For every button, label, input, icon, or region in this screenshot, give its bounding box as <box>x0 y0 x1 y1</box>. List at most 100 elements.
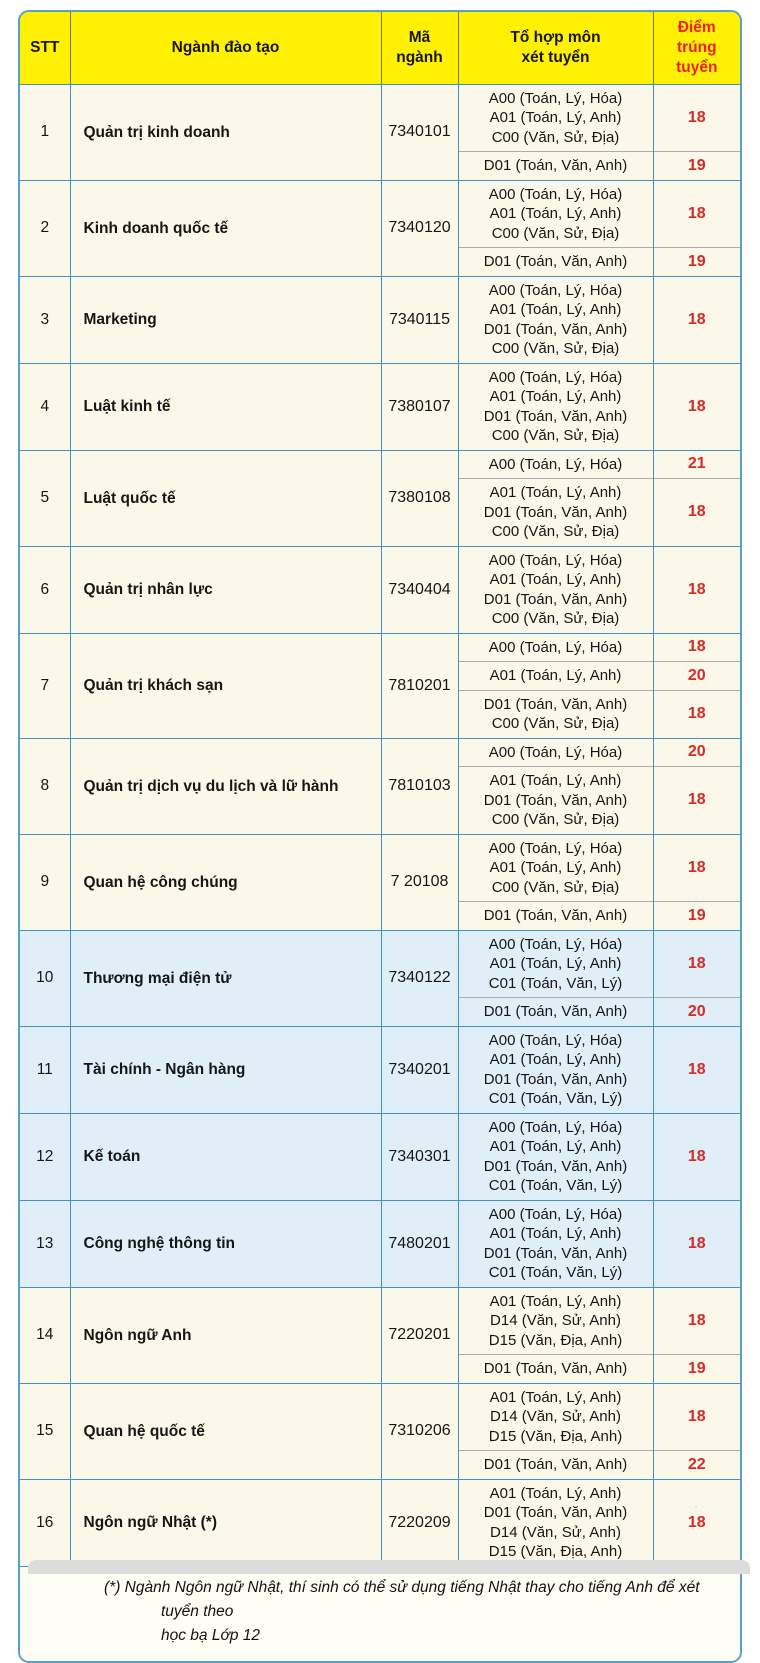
cell-major: Quan hệ quốc tế <box>69 1382 381 1479</box>
cell-major: Luật kinh tế <box>69 362 381 450</box>
combo-line: C01 (Toán, Văn, Lý) <box>488 1264 623 1281</box>
combo-line: A00 (Toán, Lý, Hóa) <box>488 1031 623 1049</box>
combo-line: D01 (Toán, Văn, Anh) <box>483 1157 628 1175</box>
admission-score-table: STT Ngành đào tạo Mã ngành Tổ hợp môn xé… <box>18 10 742 1663</box>
combo-line: C01 (Toán, Văn, Lý) <box>488 974 623 992</box>
combo-line: D01 (Toán, Văn, Anh) <box>483 1003 628 1020</box>
combo-line: D01 (Toán, Văn, Anh) <box>483 503 628 521</box>
combo-line: D01 (Toán, Văn, Anh) <box>483 791 628 809</box>
cell-combos: D01 (Toán, Văn, Anh) <box>457 1450 653 1479</box>
cell-stt: 2 <box>20 179 70 276</box>
table-body: 1 Quản trị kinh doanh 7340101 A00 (Toán, Lý… <box>20 83 740 1566</box>
cell-combos: A00 (Toán, Lý, Hóa) <box>457 632 653 662</box>
cell-combos: A00 (Toán, Lý, Hóa) <box>457 449 653 479</box>
combo-line: A00 (Toán, Lý, Hóa) <box>488 1118 623 1136</box>
combo-line: D14 (Văn, Sử, Anh) <box>490 1312 621 1329</box>
cell-stt: 8 <box>20 737 70 834</box>
combo-line: A01 (Toán, Lý, Anh) <box>489 1051 622 1068</box>
combo-line: D01 (Toán, Văn, Anh) <box>483 1504 628 1521</box>
table: STT Ngành đào tạo Mã ngành Tổ hợp môn xé… <box>20 12 740 1566</box>
table-row: D01 (Toán, Văn, Anh) 19 <box>20 247 740 276</box>
cell-combos: A00 (Toán, Lý, Hóa) A01 (Toán, Lý, Anh) D0… <box>457 1025 653 1113</box>
header-score: Điểm trúng tuyển <box>652 12 740 85</box>
combo-line: A01 (Toán, Lý, Anh) <box>489 955 622 972</box>
cell-combos: A01 (Toán, Lý, Anh) D01 (Toán, Văn, Anh) C… <box>457 478 653 546</box>
cell-combos: A00 (Toán, Lý, Hóa) A01 (Toán, Lý, Anh) C0… <box>457 929 653 998</box>
combo-line: D14 (Văn, Sử, Anh) <box>490 1523 621 1541</box>
header-stt: STT <box>20 12 70 85</box>
combo-line: A01 (Toán, Lý, Anh) <box>489 205 622 222</box>
cell-major: Marketing <box>69 275 381 363</box>
table-row: 6 Quản trị nhân lực 7340404 A00 (Toán, Lý, … <box>20 545 740 633</box>
cell-combos: D01 (Toán, Văn, Anh) <box>457 247 653 276</box>
combo-line: A00 (Toán, Lý, Hóa) <box>488 638 623 656</box>
cell-stt: 11 <box>20 1025 70 1113</box>
cell-combos: A00 (Toán, Lý, Hóa) A01 (Toán, Lý, Anh) D0… <box>457 1199 653 1287</box>
cell-major: Quản trị kinh doanh <box>69 83 381 180</box>
combo-line: C00 (Văn, Sử, Địa) <box>491 427 620 444</box>
combo-line: C01 (Toán, Văn, Lý) <box>488 1177 623 1194</box>
cell-code: 7310206 <box>380 1382 458 1479</box>
combo-line: D15 (Văn, Địa, Anh) <box>488 1331 623 1349</box>
table-row: A01 (Toán, Lý, Anh) 20 <box>20 661 740 690</box>
combo-line: A00 (Toán, Lý, Hóa) <box>488 368 623 386</box>
cell-stt: 16 <box>20 1478 70 1566</box>
combo-line: A00 (Toán, Lý, Hóa) <box>488 455 623 473</box>
cell-score: 19 <box>652 901 740 930</box>
cell-code: 7340122 <box>380 929 458 1026</box>
cell-score: 18 <box>652 362 740 450</box>
cell-score: 18 <box>652 929 740 998</box>
combo-line: A01 (Toán, Lý, Anh) <box>489 109 622 126</box>
cell-major: Ngôn ngữ Anh <box>69 1286 381 1383</box>
cell-combos: A00 (Toán, Lý, Hóa) A01 (Toán, Lý, Anh) D0… <box>457 545 653 633</box>
table-row: 5 Luật quốc tế 7380108 A00 (Toán, Lý, Hóa) 2… <box>20 449 740 546</box>
combo-line: A01 (Toán, Lý, Anh) <box>489 1388 622 1406</box>
cell-stt: 5 <box>20 449 70 546</box>
combo-line: A01 (Toán, Lý, Anh) <box>489 301 622 318</box>
cell-score: 19 <box>652 1354 740 1383</box>
cell-combos: A00 (Toán, Lý, Hóa) A01 (Toán, Lý, Anh) C0… <box>457 833 653 902</box>
cell-score: 20 <box>652 997 740 1026</box>
table-row: 2 Kinh doanh quốc tế 7340120 A00 (Toán, Lý,… <box>20 179 740 276</box>
cell-score: 18 <box>652 1199 740 1287</box>
cell-code: 7380108 <box>380 449 458 546</box>
cell-major: Kế toán <box>69 1112 381 1200</box>
cell-code: 7340404 <box>380 545 458 633</box>
combo-line: A01 (Toán, Lý, Anh) <box>489 1292 622 1310</box>
cell-combos: A01 (Toán, Lý, Anh) D14 (Văn, Sử, Anh) D15… <box>457 1382 653 1451</box>
cell-code: 7340115 <box>380 275 458 363</box>
cell-major: Luật quốc tế <box>69 449 381 546</box>
table-row: 12 Kế toán 7340301 A00 (Toán, Lý, Hóa) A01 (… <box>20 1112 740 1200</box>
table-row: A01 (Toán, Lý, Anh) D01 (Toán, Văn, Anh) C… <box>20 766 740 834</box>
combo-line: C00 (Văn, Sử, Địa) <box>491 523 620 540</box>
combo-line: D15 (Văn, Địa, Anh) <box>488 1427 623 1445</box>
combo-line: D15 (Văn, Địa, Anh) <box>488 1543 623 1560</box>
cell-code: 7340120 <box>380 179 458 276</box>
cell-stt: 4 <box>20 362 70 450</box>
table-row: D01 (Toán, Văn, Anh) 19 <box>20 151 740 180</box>
table-row: 10 Thương mại điện tử 7340122 A00 (Toán, Lý… <box>20 929 740 1026</box>
cell-score: 21 <box>652 449 740 479</box>
cell-code: 7340101 <box>380 83 458 180</box>
table-row: A01 (Toán, Lý, Anh) D01 (Toán, Văn, Anh) C… <box>20 478 740 546</box>
cell-combos: A00 (Toán, Lý, Hóa) A01 (Toán, Lý, Anh) D0… <box>457 275 653 363</box>
table-row: 14 Ngôn ngữ Anh 7220201 A01 (Toán, Lý, Anh)… <box>20 1286 740 1383</box>
cell-major: Quản trị nhân lực <box>69 545 381 633</box>
cell-combos: A00 (Toán, Lý, Hóa) <box>457 737 653 767</box>
table-row: 9 Quan hệ công chúng 7 20108 A00 (Toán, Lý,… <box>20 833 740 930</box>
combo-line: A00 (Toán, Lý, Hóa) <box>488 1205 623 1223</box>
combo-line: A00 (Toán, Lý, Hóa) <box>488 743 623 761</box>
header-row: STT Ngành đào tạo Mã ngành Tổ hợp môn xé… <box>20 12 740 85</box>
cell-score: 18 <box>652 545 740 633</box>
cell-combos: D01 (Toán, Văn, Anh) <box>457 151 653 180</box>
page: STT Ngành đào tạo Mã ngành Tổ hợp môn xé… <box>18 10 750 1663</box>
table-row: 13 Công nghệ thông tin 7480201 A00 (Toán, L… <box>20 1199 740 1287</box>
cell-major: Quản trị khách sạn <box>69 632 381 738</box>
cell-code: 7340301 <box>380 1112 458 1200</box>
cell-code: 7810201 <box>380 632 458 738</box>
cell-stt: 14 <box>20 1286 70 1383</box>
cell-code: 7480201 <box>380 1199 458 1287</box>
combo-line: A01 (Toán, Lý, Anh) <box>489 484 622 501</box>
table-row: D01 (Toán, Văn, Anh) 22 <box>20 1450 740 1479</box>
header-major: Ngành đào tạo <box>69 12 381 85</box>
